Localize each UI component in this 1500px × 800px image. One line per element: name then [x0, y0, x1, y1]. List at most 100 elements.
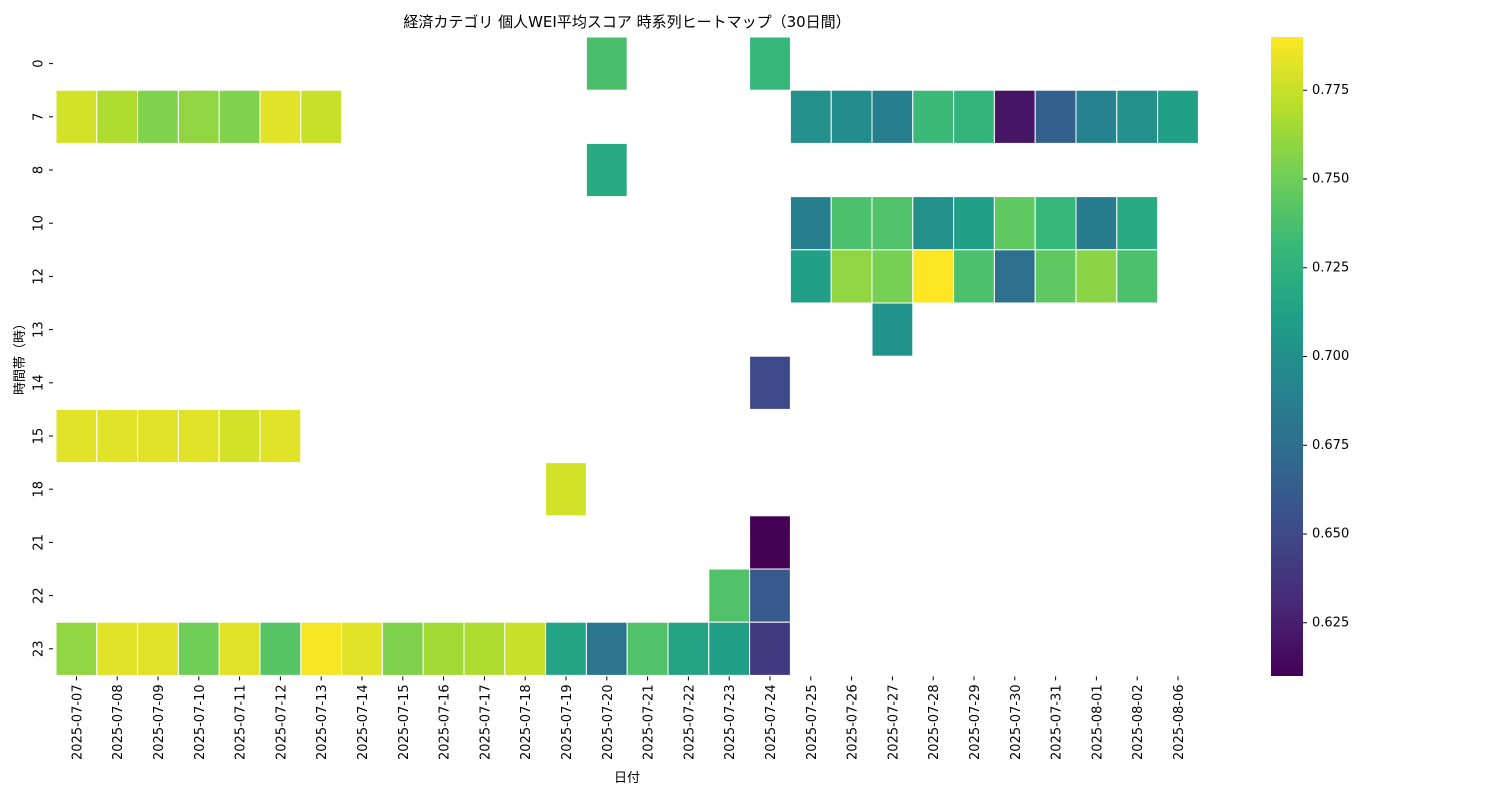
colorbar-tick-label: 0.625: [1312, 615, 1349, 630]
y-tick-label: 10: [32, 215, 47, 232]
heatmap-cell: [871, 196, 914, 251]
heatmap-cell: [789, 249, 832, 304]
heatmap-cell: [55, 621, 98, 676]
heatmap-cell: [585, 36, 628, 91]
x-tick-label: 2025-07-25: [805, 684, 820, 760]
heatmap-cell: [96, 408, 139, 464]
heatmap-cell: [137, 621, 179, 676]
y-tick-label: 7: [32, 113, 47, 121]
x-tick-label: 2025-07-15: [397, 684, 412, 760]
y-tick-label: 21: [32, 534, 47, 551]
x-tick-label: 2025-07-26: [846, 684, 861, 760]
x-tick-label: 2025-07-16: [438, 684, 453, 760]
heatmap-cell: [504, 621, 547, 676]
heatmap-cell: [259, 408, 302, 464]
x-tick-label: 2025-07-10: [193, 684, 208, 760]
heatmap-cell: [953, 196, 995, 251]
heatmap-cell: [1034, 89, 1077, 144]
heatmap-cell: [708, 568, 751, 623]
heatmap-cell: [871, 302, 914, 357]
heatmap-cells: [55, 36, 1199, 676]
x-tick-label: 2025-07-23: [723, 684, 738, 760]
y-tick-label: 8: [32, 166, 47, 174]
heatmap-cell: [993, 196, 1036, 251]
x-tick-label: 2025-07-27: [886, 684, 901, 760]
x-tick-label: 2025-07-21: [642, 684, 657, 760]
y-tick-label: 18: [32, 481, 47, 498]
heatmap-cell: [789, 89, 832, 144]
heatmap-cell: [545, 462, 587, 517]
heatmap-cell: [953, 249, 995, 304]
heatmap-cell: [1116, 89, 1159, 144]
heatmap-cell: [953, 89, 995, 144]
heatmap-cell: [177, 621, 220, 676]
x-tick-label: 2025-07-08: [111, 684, 126, 760]
colorbar-tick-label: 0.750: [1312, 172, 1349, 187]
x-axis: 2025-07-07 2025-07-08 2025-07-09 2025-07-10…: [70, 676, 1187, 760]
heatmap-cell: [749, 355, 791, 410]
heatmap-cell: [545, 621, 587, 676]
heatmap-cell: [830, 196, 873, 251]
x-axis-label: 日付: [614, 771, 640, 786]
heatmap-cell: [626, 621, 669, 676]
heatmap-cell: [422, 621, 465, 676]
heatmap-cell: [1116, 249, 1159, 304]
chart-title: 経済カテゴリ 個人WEI平均スコア 時系列ヒートマップ（30日間）: [403, 13, 850, 31]
heatmap-cell: [218, 621, 261, 676]
y-axis-label: 時間帯（時）: [13, 317, 28, 395]
heatmap-cell: [1034, 249, 1077, 304]
x-tick-label: 2025-07-13: [315, 684, 330, 760]
y-tick-label: 14: [32, 375, 47, 392]
heatmap-cell: [463, 621, 506, 676]
heatmap-cell: [177, 89, 220, 144]
x-tick-label: 2025-07-24: [764, 684, 779, 760]
heatmap-cell: [1075, 89, 1118, 144]
x-tick-label: 2025-08-01: [1090, 684, 1105, 760]
heatmap-cell: [137, 89, 179, 144]
heatmap-cell: [585, 621, 628, 676]
x-tick-label: 2025-07-09: [152, 684, 167, 760]
x-tick-label: 2025-07-14: [356, 684, 371, 760]
y-tick-label: 0: [32, 59, 47, 67]
heatmap-cell: [585, 142, 628, 198]
x-tick-label: 2025-08-02: [1131, 684, 1146, 760]
heatmap-cell: [96, 89, 139, 144]
x-tick-label: 2025-07-19: [560, 684, 575, 760]
heatmap-cell: [830, 89, 873, 144]
heatmap-cell: [912, 89, 955, 144]
colorbar-tick-label: 0.700: [1312, 349, 1349, 364]
y-tick-label: 12: [32, 268, 47, 285]
x-tick-label: 2025-07-22: [682, 684, 697, 760]
heatmap-cell: [749, 568, 791, 623]
heatmap-cell: [993, 249, 1036, 304]
heatmap-cell: [300, 89, 343, 144]
heatmap-cell: [96, 621, 139, 676]
x-tick-label: 2025-07-12: [274, 684, 289, 760]
x-tick-label: 2025-07-17: [478, 684, 493, 760]
heatmap-cell: [708, 621, 751, 676]
heatmap-cell: [667, 621, 710, 676]
heatmap-cell: [912, 249, 955, 304]
heatmap-cell: [1075, 249, 1118, 304]
heatmap-cell: [381, 621, 424, 676]
x-tick-label: 2025-07-31: [1050, 684, 1065, 760]
heatmap-cell: [1075, 196, 1118, 251]
heatmap-cell: [749, 36, 791, 91]
heatmap-cell: [55, 408, 98, 464]
x-tick-label: 2025-07-11: [234, 684, 249, 760]
heatmap-cell: [259, 89, 302, 144]
colorbar-gradient: [1271, 37, 1303, 676]
y-tick-label: 23: [32, 641, 47, 658]
y-tick-label: 13: [32, 321, 47, 338]
heatmap-cell: [1034, 196, 1077, 251]
heatmap-cell: [259, 621, 302, 676]
x-tick-label: 2025-07-30: [1009, 684, 1024, 760]
colorbar-tick-label: 0.675: [1312, 438, 1349, 453]
colorbar-tick-label: 0.725: [1312, 260, 1349, 275]
colorbar-tick-label: 0.650: [1312, 527, 1349, 542]
y-tick-label: 22: [32, 587, 47, 604]
heatmap-cell: [1116, 196, 1159, 251]
heatmap-cell: [749, 515, 791, 570]
colorbar-tick-label: 0.775: [1312, 83, 1349, 98]
